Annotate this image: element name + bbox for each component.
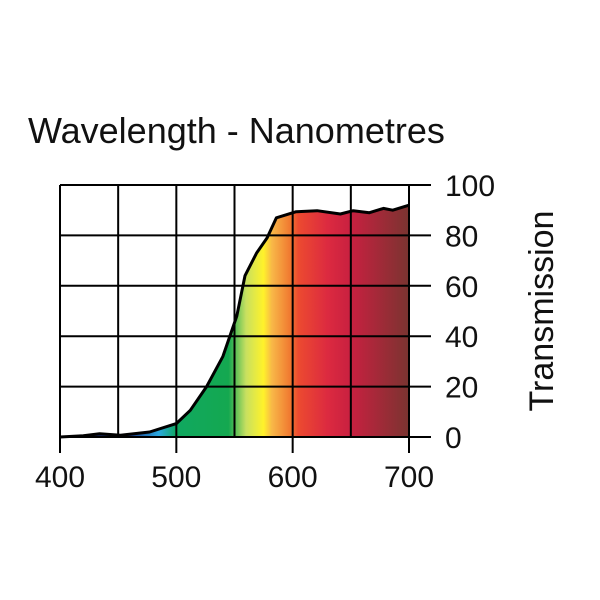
x-tick-label: 700: [384, 461, 434, 494]
y-tick-label: 60: [445, 271, 478, 304]
transmission-area: [60, 205, 409, 437]
x-tick-label: 500: [151, 461, 201, 494]
y-tick-label: 0: [445, 422, 462, 455]
chart-title: Wavelength - Nanometres: [28, 110, 445, 151]
x-tick-label: 600: [268, 461, 318, 494]
transmission-line: [59, 203, 410, 439]
y-tick-label: 40: [445, 321, 478, 354]
x-tick-label: 400: [35, 461, 85, 494]
y-tick-label: 100: [445, 170, 495, 203]
y-tick-label: 20: [445, 372, 478, 405]
y-tick-label: 80: [445, 220, 478, 253]
y-axis-label: Transmission: [523, 211, 561, 412]
